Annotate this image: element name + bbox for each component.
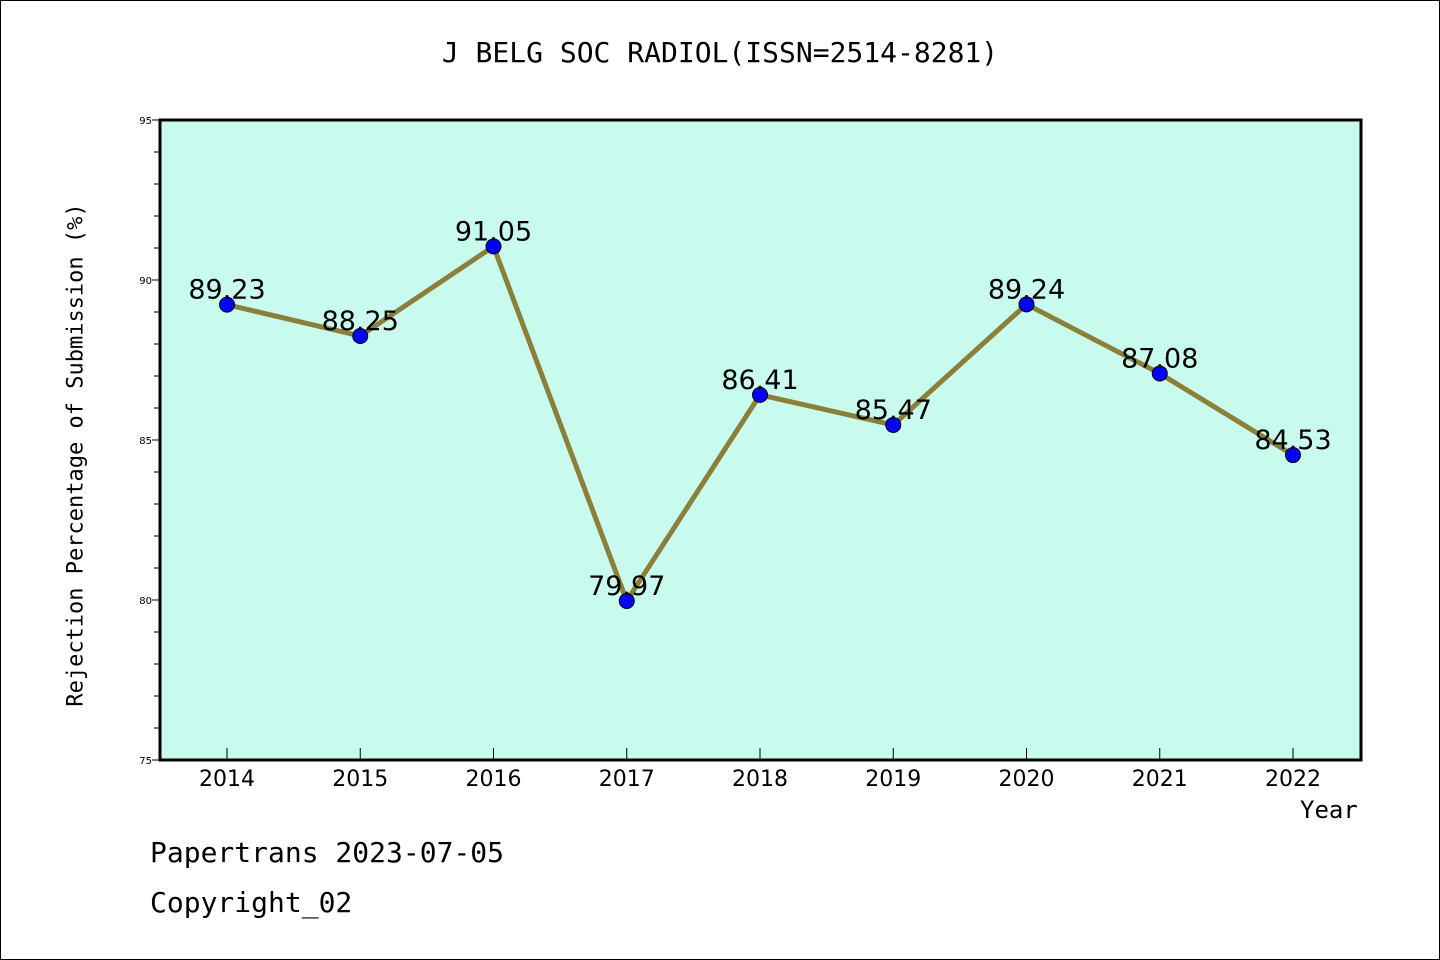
data-point <box>752 386 768 403</box>
data-markers <box>219 238 1301 609</box>
data-point <box>352 328 369 344</box>
y-tick-label: 95 <box>139 116 152 127</box>
y-tick-label: 80 <box>139 596 152 607</box>
y-axis: 75 80 85 90 95 <box>139 116 160 767</box>
data-label: 87.08 <box>1121 343 1198 374</box>
data-label: 85.47 <box>855 395 932 426</box>
x-tick-label: 2020 <box>999 767 1055 792</box>
data-point <box>618 592 635 609</box>
data-label: 91.05 <box>455 216 532 247</box>
x-axis-label: Year <box>1300 796 1358 824</box>
data-point <box>1285 447 1301 464</box>
footer-copyright: Copyright_02 <box>150 886 353 919</box>
data-point <box>1018 296 1035 313</box>
data-label: 79.97 <box>588 571 665 602</box>
footer-date: Papertrans 2023-07-05 <box>150 836 505 869</box>
plot-area <box>158 118 1363 762</box>
x-tick-label: 2014 <box>199 767 255 792</box>
data-point <box>1151 365 1168 382</box>
x-tick-label: 2019 <box>865 767 921 792</box>
data-point <box>219 296 235 313</box>
data-label: 86.41 <box>721 365 798 396</box>
x-axis: 2014 2015 2016 2017 2018 2019 2020 2021 2022 <box>199 748 1321 792</box>
x-tick-label: 2015 <box>332 767 388 792</box>
data-label: 89.23 <box>188 275 265 306</box>
data-point <box>885 416 902 433</box>
y-tick-label: 85 <box>139 436 152 447</box>
x-tick-label: 2016 <box>466 767 522 792</box>
data-labels: 89.23 88.25 91.05 79.97 86.41 85.47 89.24 87.08… <box>188 216 1331 602</box>
data-label: 84.53 <box>1254 425 1331 456</box>
data-label: 89.24 <box>988 274 1065 305</box>
chart-title: J BELG SOC RADIOL(ISSN=2514-8281) <box>441 36 999 69</box>
data-label: 88.25 <box>322 306 399 337</box>
y-tick-label: 90 <box>139 276 152 287</box>
x-tick-label: 2017 <box>599 767 655 792</box>
y-tick-label: 75 <box>139 756 152 767</box>
x-tick-label: 2018 <box>732 767 788 792</box>
data-point <box>485 238 502 255</box>
x-tick-label: 2022 <box>1265 767 1321 792</box>
x-tick-label: 2021 <box>1132 767 1188 792</box>
